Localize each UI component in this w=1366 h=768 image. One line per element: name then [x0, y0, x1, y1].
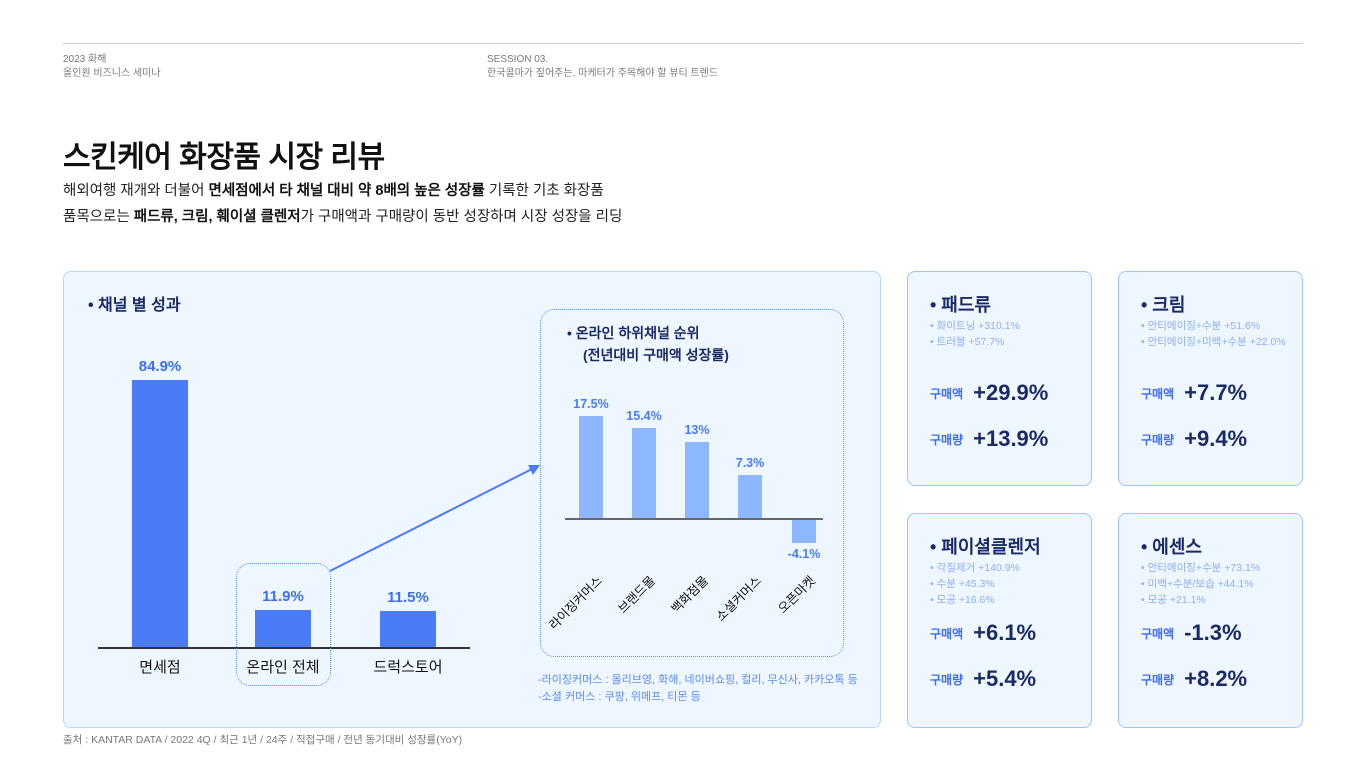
panel-title: • 채널 별 성과: [88, 297, 181, 314]
card-subitem: • 안티에이징+수분 +73.1%: [1141, 562, 1261, 574]
subchannel-value-label: 15.4%: [626, 409, 662, 424]
subtitle-segment: 품목으로는: [63, 209, 134, 225]
metric-label: 구매량: [1141, 672, 1175, 687]
category-card: • 크림 • 안티에이징+수분 +51.6% • 안티에이징+미백+수분 +22.0…: [1118, 271, 1303, 486]
page-title: 스킨케어 화장품 시장 리뷰: [63, 141, 385, 174]
metric-label: 구매액: [1141, 626, 1175, 641]
note-rising-commerce: -라이징커머스 : 올리브영, 화해, 네이버쇼핑, 컬리, 무신사, 카카오톡…: [538, 674, 858, 686]
header-event-year: 2023 화해: [63, 54, 107, 65]
bar-value-label: 11.5%: [387, 588, 429, 606]
card-subitem: • 미백+수분/보습 +44.1%: [1141, 578, 1254, 590]
top-divider: [63, 43, 1303, 44]
subtitle-segment: 해외여행 재개와 더불어: [63, 183, 209, 199]
card-title: • 크림: [1141, 295, 1186, 315]
card-subitem: • 안티에이징+미백+수분 +22.0%: [1141, 336, 1286, 348]
subtitle-segment: 면세점에서 타 채널 대비 약 8배의 높은 성장률: [208, 183, 485, 199]
header-left: 2023 화해 올인원 비즈니스 세미나: [63, 53, 161, 81]
subchannel-value-label: -4.1%: [787, 546, 821, 561]
metric-value: -1.3%: [1184, 620, 1242, 645]
metric-label: 구매액: [1141, 386, 1175, 401]
metric-value: +7.7%: [1184, 380, 1248, 405]
card-subitem: • 트러블 +57.7%: [930, 336, 1005, 348]
metric-label: 구매량: [930, 672, 964, 687]
card-subitems: • 각질제거 +140.9% • 수분 +45.3% • 모공 +16.6%: [930, 560, 1020, 608]
card-subitem: • 안티에이징+수분 +51.6%: [1141, 320, 1261, 332]
metric-value: +5.4%: [973, 666, 1037, 691]
header-session: SESSION 03.: [487, 54, 549, 65]
metric-value: +29.9%: [973, 380, 1049, 405]
metric-amount: 구매액 +6.1%: [930, 620, 1036, 646]
category-card: • 패드류 • 화이트닝 +310.1% • 트러블 +57.7% 구매액 +29.9%…: [907, 271, 1092, 486]
card-subitems: • 안티에이징+수분 +73.1% • 미백+수분/보습 +44.1% • 모공 +…: [1141, 560, 1260, 608]
chart1-baseline: [98, 647, 470, 649]
subtitle-segment: 기록한 기초 화장품: [484, 183, 604, 199]
header-session-title: 한국콜마가 짚어주는, 마케터가 주목해야 할 뷰티 트렌드: [487, 68, 719, 79]
category-card: • 에센스 • 안티에이징+수분 +73.1% • 미백+수분/보습 +44.1% •…: [1118, 513, 1303, 728]
category-label: 온라인 전체: [246, 659, 320, 676]
card-subitem: • 각질제거 +140.9%: [930, 562, 1020, 574]
card-subitem: • 모공 +21.1%: [1141, 594, 1206, 606]
bar-value-label: 11.9%: [262, 587, 304, 605]
subchannel-value-label: 7.3%: [735, 456, 765, 471]
bar-0: [132, 380, 188, 647]
card-subitems: • 안티에이징+수분 +51.6% • 안티에이징+미백+수분 +22.0%: [1141, 318, 1286, 350]
bar-1: [255, 609, 311, 647]
metric-value: +9.4%: [1184, 426, 1248, 451]
category-label: 드럭스토어: [373, 659, 443, 676]
metric-volume: 구매량 +8.2%: [1141, 666, 1247, 692]
metric-amount: 구매액 +7.7%: [1141, 380, 1247, 406]
bar-value-label: 84.9%: [138, 358, 182, 375]
arrow-head-icon: [528, 465, 540, 475]
metric-amount: 구매액 +29.9%: [930, 380, 1048, 406]
card-subitems: • 화이트닝 +310.1% • 트러블 +57.7%: [930, 318, 1020, 350]
inner-title: • 온라인 하위채널 순위: [567, 325, 700, 341]
subtitle-segment: 패드류, 크림, 훼이셜 클렌저: [133, 209, 301, 225]
metric-volume: 구매량 +5.4%: [930, 666, 1036, 692]
metric-label: 구매량: [1141, 432, 1175, 447]
notes: -라이징커머스 : 올리브영, 화해, 네이버쇼핑, 컬리, 무신사, 카카오톡…: [538, 672, 858, 706]
card-subitem: • 수분 +45.3%: [930, 578, 995, 590]
header-event-name: 올인원 비즈니스 세미나: [63, 68, 161, 79]
metric-value: +13.9%: [973, 426, 1049, 451]
metric-volume: 구매량 +13.9%: [930, 426, 1048, 452]
subtitle-segment: 가 구매액과 구매량이 동반 성장하며 시장 성장을 리딩: [300, 209, 623, 225]
subtitle-line-2: 품목으로는 패드류, 크림, 훼이셜 클렌저가 구매액과 구매량이 동반 성장하…: [63, 207, 622, 227]
category-label: 면세점: [139, 659, 181, 676]
subchannel-bar-1: [632, 428, 656, 518]
chart2-baseline: [565, 518, 823, 520]
metric-label: 구매량: [930, 432, 964, 447]
subchannel-bar-3: [738, 475, 762, 518]
online-subchannel-box: [540, 309, 844, 657]
arrow-line: [329, 468, 533, 572]
metric-label: 구매액: [930, 386, 964, 401]
subchannel-bar-2: [685, 442, 709, 518]
subchannel-value-label: 17.5%: [573, 397, 609, 411]
category-card: • 페이셜클렌저 • 각질제거 +140.9% • 수분 +45.3% • 모공 +1…: [907, 513, 1092, 728]
source-note: 출처 : KANTAR DATA / 2022 4Q / 최근 1년 / 24주…: [63, 734, 463, 746]
bar-2: [380, 610, 436, 647]
card-title: • 페이셜클렌저: [930, 537, 1041, 557]
metric-value: +8.2%: [1184, 666, 1248, 691]
card-subitem: • 화이트닝 +310.1%: [930, 320, 1020, 332]
online-highlight-box: [236, 563, 331, 686]
card-subitem: • 모공 +16.6%: [930, 594, 995, 606]
subchannel-value-label: 13%: [684, 423, 710, 438]
subchannel-bar-0: [579, 416, 603, 518]
inner-subtitle: (전년대비 구매액 성장률): [583, 347, 729, 363]
metric-volume: 구매량 +9.4%: [1141, 426, 1247, 452]
subtitle-line-1: 해외여행 재개와 더불어 면세점에서 타 채널 대비 약 8배의 높은 성장률 …: [63, 181, 604, 201]
card-title: • 패드류: [930, 295, 991, 315]
card-title: • 에센스: [1141, 537, 1202, 557]
metric-amount: 구매액 -1.3%: [1141, 620, 1242, 646]
metric-value: +6.1%: [973, 620, 1037, 645]
header-right: SESSION 03. 한국콜마가 짚어주는, 마케터가 주목해야 할 뷰티 트…: [487, 53, 718, 81]
subchannel-bar-4: [792, 519, 816, 543]
note-social-commerce: -소셜 커머스 : 쿠팡, 위메프, 티몬 등: [538, 691, 701, 703]
metric-label: 구매액: [930, 626, 964, 641]
